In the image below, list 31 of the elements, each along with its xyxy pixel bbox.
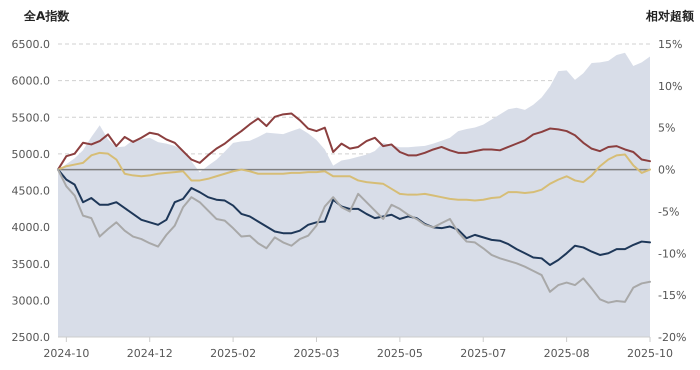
y2-axis-title: 相对超额 <box>645 9 695 23</box>
y2-tick-label: -20% <box>658 331 686 344</box>
y-tick-label: 6500.0 <box>12 38 50 51</box>
y2-tick-label: 15% <box>658 38 682 51</box>
x-tick-label: 2024-10 <box>43 347 90 360</box>
x-tick-label: 2025-08 <box>544 347 590 360</box>
y2-tick-label: 5% <box>658 122 676 135</box>
x-tick-label: 2025-10 <box>627 347 673 360</box>
y-axis-title: 全A指数 <box>23 9 70 23</box>
x-tick-label: 2025-05 <box>376 347 423 360</box>
line-series <box>57 168 651 304</box>
line-series <box>57 168 651 266</box>
y-tick-label: 4500.0 <box>12 184 50 198</box>
y2-tick-label: -5% <box>658 205 680 218</box>
y2-tick-label: 10% <box>658 80 682 93</box>
y-tick-label: 6000.0 <box>12 74 50 88</box>
line-series <box>57 112 651 171</box>
y-tick-label: 5000.0 <box>12 148 50 161</box>
y-tick-label: 3000.0 <box>12 294 50 308</box>
x-tick-label: 2025-07 <box>460 347 506 360</box>
y-tick-label: 5500.0 <box>12 111 50 124</box>
y2-tick-label: -15% <box>658 289 686 302</box>
y-tick-label: 2500.0 <box>12 331 50 344</box>
x-tick-label: 2025-03 <box>293 347 340 360</box>
y2-tick-label: -10% <box>658 247 686 260</box>
y-tick-label: 3500.0 <box>12 258 50 271</box>
y2-tick-label: 0% <box>658 164 676 177</box>
y-tick-label: 4000.0 <box>12 221 50 234</box>
line-series <box>57 152 651 202</box>
x-tick-label: 2025-02 <box>210 347 256 360</box>
x-tick-label: 2024-12 <box>126 347 173 360</box>
